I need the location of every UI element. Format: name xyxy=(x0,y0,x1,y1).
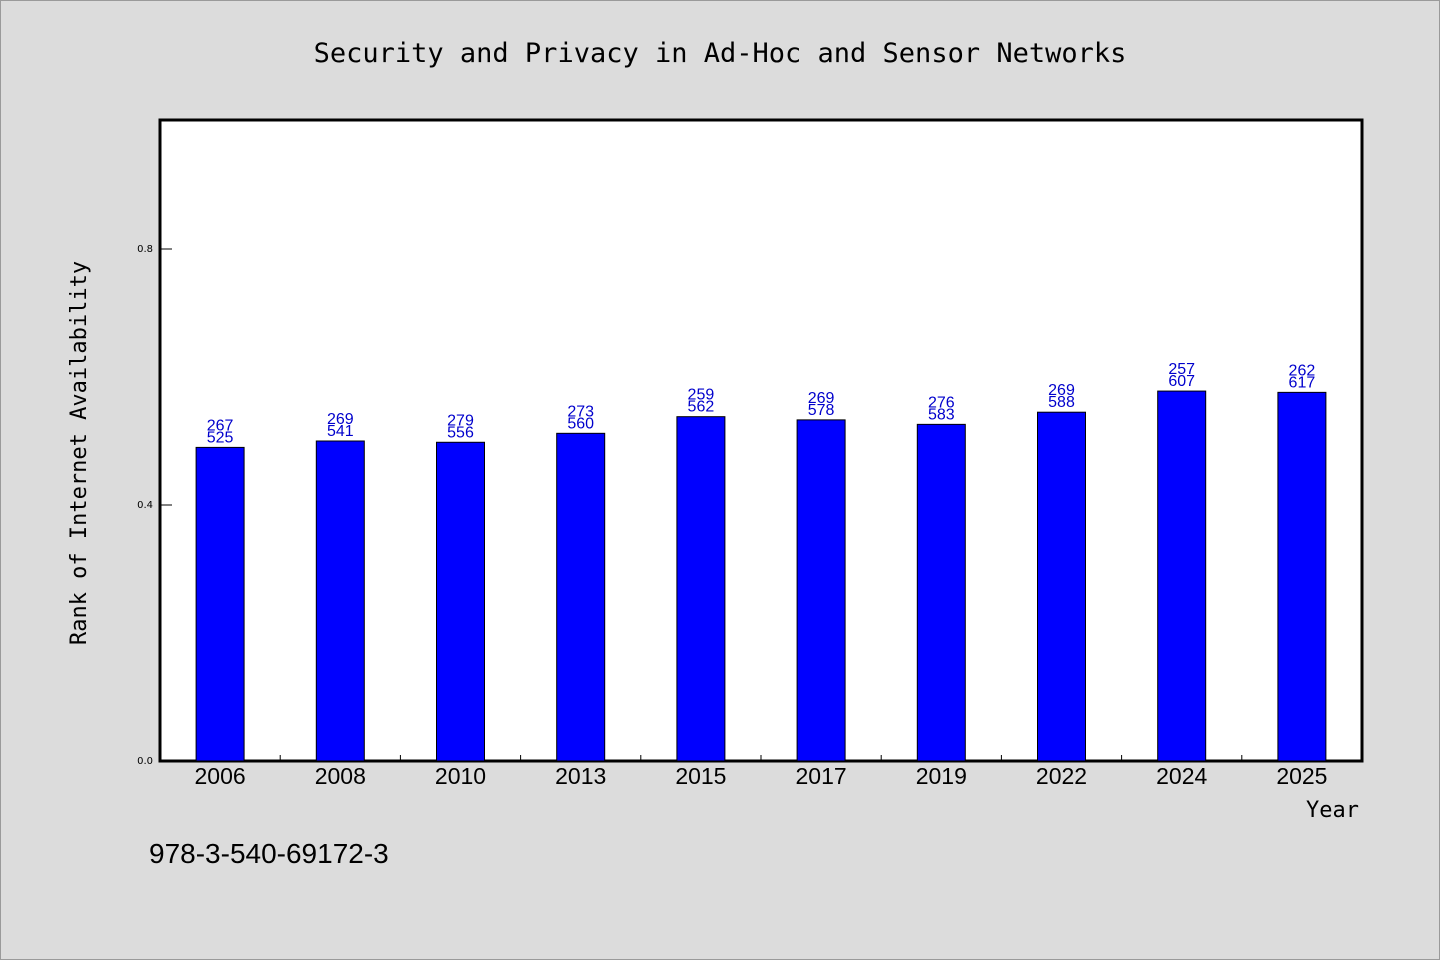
bar-label-bottom-2022: 588 xyxy=(1048,394,1075,411)
bar-label-bottom-2017: 578 xyxy=(808,402,835,419)
x-tick-label-2015: 2015 xyxy=(675,763,726,789)
bar-2024 xyxy=(1157,390,1207,762)
chart-title: Security and Privacy in Ad-Hoc and Senso… xyxy=(314,38,1127,69)
bar-label-bottom-2025: 617 xyxy=(1289,374,1316,391)
bar-label-top-2019: 276 xyxy=(928,394,955,411)
bar-label-bottom-2019: 583 xyxy=(928,406,955,423)
bar-2006 xyxy=(195,446,245,762)
bar-2025 xyxy=(1277,391,1327,762)
bar-label-top-2008: 269 xyxy=(327,411,354,428)
bar-label-top-2022: 269 xyxy=(1048,382,1075,399)
bar-label-bottom-2006: 525 xyxy=(207,429,234,446)
x-axis-label: Year xyxy=(1306,798,1359,823)
x-tick-label-2025: 2025 xyxy=(1276,763,1327,789)
x-tick-label-2019: 2019 xyxy=(916,763,967,789)
x-tick-label-2024: 2024 xyxy=(1156,763,1207,789)
x-tick-label-2006: 2006 xyxy=(195,763,246,789)
y-tick-label: 0.4 xyxy=(137,500,153,511)
bar-2022 xyxy=(1037,411,1086,762)
bar-label-top-2024: 257 xyxy=(1168,361,1195,378)
bar-label-top-2006: 267 xyxy=(207,417,234,434)
bars-layer xyxy=(195,390,1327,762)
bar-label-top-2013: 273 xyxy=(567,403,594,420)
bar-2019 xyxy=(916,423,966,762)
bar-label-bottom-2010: 556 xyxy=(447,424,474,441)
bar-label-top-2015: 259 xyxy=(688,387,715,404)
bar-label-bottom-2013: 560 xyxy=(567,415,594,432)
bar-2017 xyxy=(796,419,846,762)
x-tick-label-2022: 2022 xyxy=(1036,763,1087,789)
bar-2015 xyxy=(676,416,726,762)
bar-label-top-2017: 269 xyxy=(808,390,835,407)
bar-2008 xyxy=(315,440,365,762)
y-axis-label: Rank of Internet Availability xyxy=(67,261,92,645)
x-axis: 2006 2008 2010 2013 2015 2017 2019 2022 2024 2025 xyxy=(195,755,1327,789)
bar-label-bottom-2008: 541 xyxy=(327,423,354,440)
bar-label-bottom-2015: 562 xyxy=(688,399,715,416)
x-tick-label-2017: 2017 xyxy=(796,763,847,789)
x-tick-label-2013: 2013 xyxy=(555,763,606,789)
x-tick-label-2010: 2010 xyxy=(435,763,486,789)
bar-2010 xyxy=(436,441,485,762)
bar-label-bottom-2024: 607 xyxy=(1168,373,1195,390)
footer-isbn: 978-3-540-69172-3 xyxy=(149,838,389,869)
bar-2013 xyxy=(556,432,606,762)
bar-label-top-2025: 262 xyxy=(1289,362,1316,379)
y-tick-label: 0.8 xyxy=(137,244,153,255)
x-tick-label-2008: 2008 xyxy=(315,763,366,789)
y-tick-label: 0.0 xyxy=(137,756,153,767)
bar-label-top-2010: 279 xyxy=(447,412,474,429)
y-axis: 0.0 0.4 0.8 xyxy=(137,244,172,767)
